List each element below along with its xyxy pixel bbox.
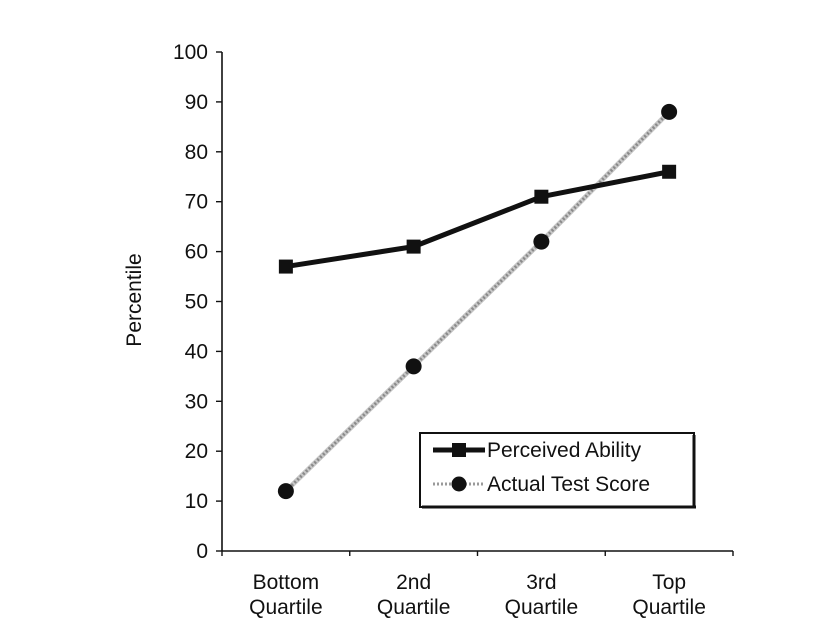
series-perceived-ability xyxy=(278,164,677,274)
y-tick-label: 50 xyxy=(185,291,208,314)
circle-marker xyxy=(405,358,422,375)
y-tick-label: 20 xyxy=(185,440,208,463)
y-axis-title: Percentile xyxy=(123,253,146,346)
legend-label-perceived: Perceived Ability xyxy=(487,439,642,462)
y-axis: 0 10 20 30 40 50 60 70 80 90 100 xyxy=(173,41,223,563)
y-tick-label: 80 xyxy=(185,141,208,164)
y-tick-label: 70 xyxy=(185,191,208,214)
y-tick-label: 0 xyxy=(196,540,208,563)
x-category-label: 3rd Quartile xyxy=(505,571,579,619)
circle-marker xyxy=(277,483,294,500)
y-tick-label: 30 xyxy=(185,390,208,413)
x-category-label: Bottom Quartile xyxy=(249,571,323,619)
y-tick-label: 10 xyxy=(185,490,208,513)
legend-label-actual: Actual Test Score xyxy=(487,473,650,496)
x-category-label: 2nd Quartile xyxy=(377,571,451,619)
square-marker xyxy=(534,189,549,204)
legend-circle-icon xyxy=(451,476,467,492)
y-tick-label: 40 xyxy=(185,340,208,363)
series-layer xyxy=(277,103,678,500)
legend-square-icon xyxy=(452,443,466,457)
x-axis: Bottom Quartile 2nd Quartile 3rd Quartile Top Q… xyxy=(221,550,734,619)
x-category-label: Top Quartile xyxy=(632,571,706,619)
square-marker xyxy=(406,239,421,254)
circle-marker xyxy=(661,103,678,120)
square-marker xyxy=(662,164,677,179)
series-actual-test-score xyxy=(277,103,678,500)
y-tick-label: 60 xyxy=(185,241,208,264)
legend: Perceived Ability Actual Test Score xyxy=(419,432,696,509)
circle-marker xyxy=(533,233,550,250)
square-marker xyxy=(278,259,293,274)
y-tick-label: 90 xyxy=(185,91,208,114)
y-tick-label: 100 xyxy=(173,41,208,64)
